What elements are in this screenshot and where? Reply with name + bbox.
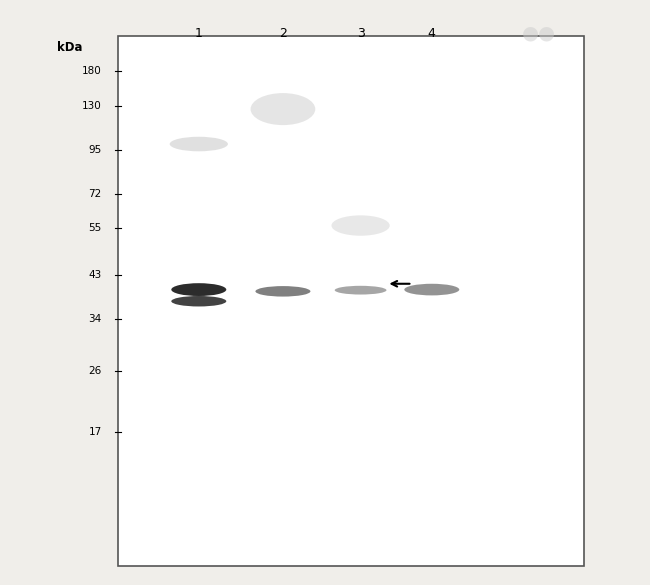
Text: 55: 55 [88,223,101,233]
Text: 34: 34 [88,314,101,324]
Text: 2: 2 [279,27,287,40]
Text: 26: 26 [88,366,101,376]
Ellipse shape [170,137,228,152]
Text: 43: 43 [88,270,101,280]
Ellipse shape [255,286,311,297]
Text: 180: 180 [82,66,101,76]
Text: 3: 3 [357,27,365,40]
Ellipse shape [404,284,460,295]
Ellipse shape [335,286,387,294]
Text: ●●: ●● [521,24,556,43]
Text: 4: 4 [428,27,436,40]
Text: 130: 130 [82,101,101,111]
Text: 95: 95 [88,145,101,155]
Ellipse shape [250,93,315,125]
Text: kDa: kDa [57,41,83,54]
Ellipse shape [172,296,226,307]
Text: 72: 72 [88,188,101,198]
FancyBboxPatch shape [118,36,584,566]
Text: 17: 17 [88,427,101,437]
Ellipse shape [332,215,390,236]
Text: 1: 1 [195,27,203,40]
Ellipse shape [172,283,226,296]
